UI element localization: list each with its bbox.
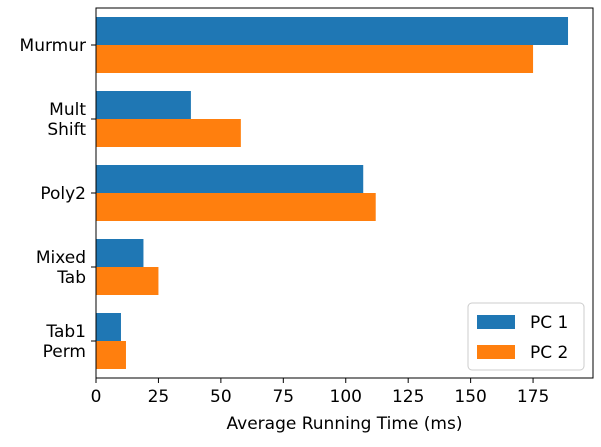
legend-label-pc1: PC 1 [530, 313, 568, 333]
y-tick-label: Mixed [36, 248, 86, 268]
legend-swatch-pc2 [477, 345, 515, 359]
legend-label-pc2: PC 2 [530, 343, 568, 363]
legend: PC 1 PC 2 [467, 302, 585, 371]
bar-pc2-0 [96, 45, 534, 73]
x-tick-label: 50 [210, 387, 232, 407]
x-tick-label: 25 [148, 387, 170, 407]
bar-pc1-1 [96, 91, 191, 119]
y-tick-label: Shift [47, 120, 86, 140]
legend-swatch-pc1 [477, 315, 515, 329]
y-tick-label: Poly2 [40, 184, 86, 204]
bar-pc2-1 [96, 119, 241, 147]
bar-pc1-2 [96, 165, 364, 193]
bar-pc1-3 [96, 239, 144, 267]
y-tick-label: Tab [56, 268, 86, 288]
x-tick-label: 150 [454, 387, 486, 407]
y-tick-label: Mult [49, 100, 86, 120]
x-tick-label: 175 [517, 387, 549, 407]
bar-pc2-3 [96, 267, 159, 295]
bar-pc2-4 [96, 341, 126, 369]
y-tick-label: Murmur [20, 36, 86, 56]
y-tick-label: Tab1 [45, 322, 86, 342]
bar-pc2-2 [96, 193, 376, 221]
bars-layer [96, 17, 569, 369]
x-tick-label: 75 [272, 387, 294, 407]
y-tick-label: Perm [43, 342, 86, 362]
x-tick-label: 100 [330, 387, 362, 407]
x-axis-label: Average Running Time (ms) [227, 414, 463, 434]
bar-pc1-0 [96, 17, 569, 45]
bar-pc1-4 [96, 313, 121, 341]
x-tick-label: 0 [91, 387, 102, 407]
x-axis: 0 25 50 75 100 125 150 175 [91, 378, 549, 407]
x-tick-label: 125 [392, 387, 424, 407]
